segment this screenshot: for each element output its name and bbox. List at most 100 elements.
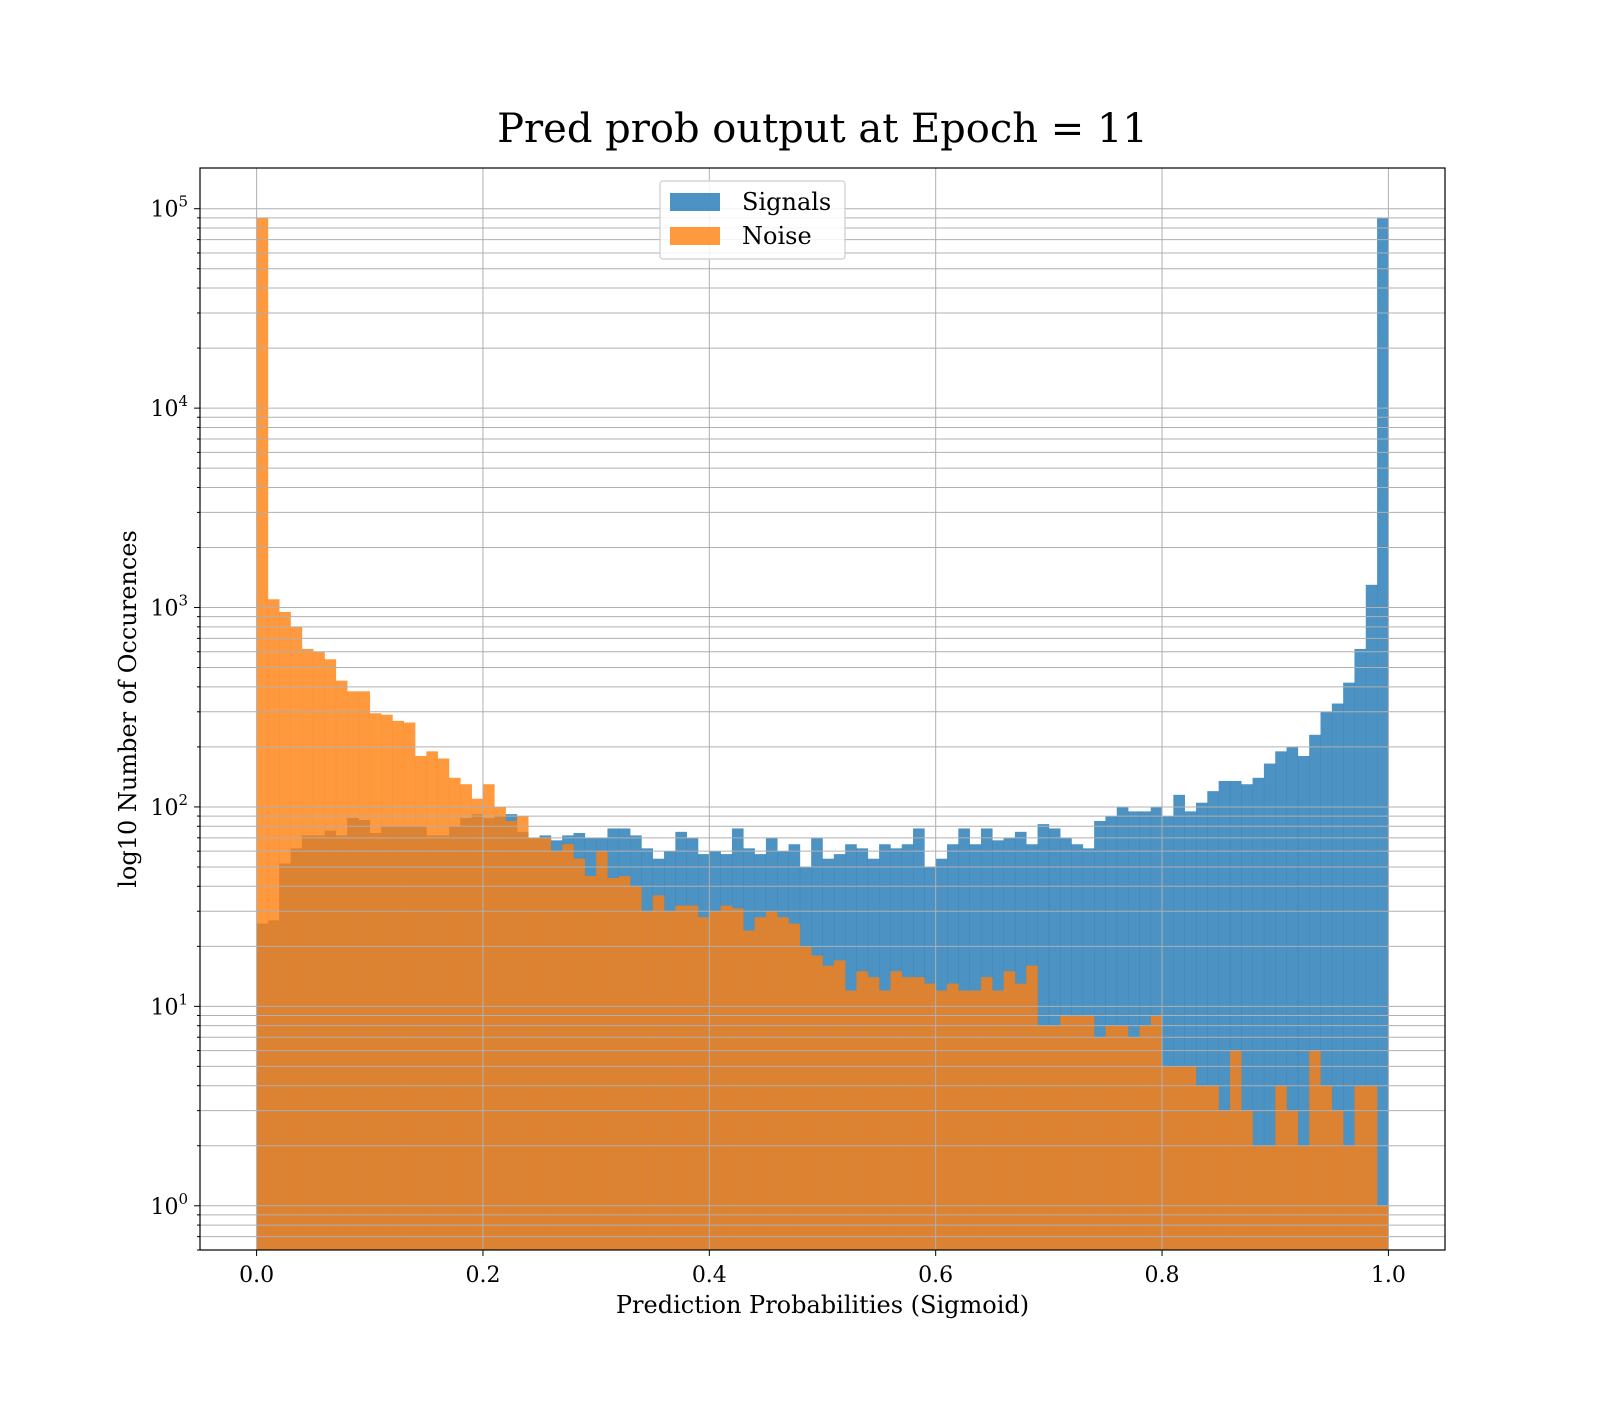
- bar-signals: [1094, 821, 1106, 1250]
- bar-noise: [358, 691, 371, 1250]
- bar-noise: [799, 946, 812, 1250]
- y-tick-label: 102: [150, 791, 188, 821]
- bar-noise: [449, 777, 461, 1250]
- bar-noise: [482, 784, 495, 1250]
- y-tick-label: 105: [150, 193, 188, 223]
- bar-noise: [1037, 1025, 1050, 1250]
- bar-noise: [641, 911, 654, 1250]
- bar-noise: [392, 720, 405, 1250]
- legend: Signals Noise: [659, 180, 846, 260]
- bar-noise: [1071, 1015, 1084, 1250]
- bar-signals: [1128, 811, 1140, 1250]
- bar-noise: [471, 798, 484, 1250]
- bar-noise: [1184, 1066, 1197, 1250]
- bar-signals: [1297, 756, 1310, 1250]
- bar-signals: [1354, 648, 1367, 1250]
- bar-noise: [426, 751, 438, 1250]
- y-tick-label: 103: [150, 592, 188, 622]
- bar-signals: [1252, 777, 1265, 1250]
- bar-signals: [1331, 703, 1344, 1250]
- chart-title: Pred prob output at Epoch = 11: [497, 106, 1148, 152]
- x-tick-label: 0.0: [239, 1263, 274, 1288]
- bar-noise: [562, 844, 574, 1250]
- bar-noise: [415, 756, 427, 1250]
- bar-noise: [607, 878, 620, 1250]
- bar-noise: [1331, 1110, 1344, 1250]
- bar-noise: [754, 917, 767, 1250]
- bar-noise: [1377, 1205, 1389, 1250]
- bar-noise: [1365, 1085, 1378, 1250]
- bar-noise: [1060, 1015, 1072, 1250]
- series-noise-bars: [256, 217, 1389, 1251]
- bar-noise: [720, 905, 733, 1250]
- bar-noise: [1173, 1066, 1185, 1250]
- bar-noise: [460, 784, 472, 1250]
- bar-noise: [1139, 1025, 1152, 1250]
- bar-signals: [1365, 584, 1378, 1250]
- bar-noise: [1105, 1025, 1118, 1250]
- bar-noise: [731, 908, 744, 1250]
- legend-label-noise: Noise: [742, 222, 812, 250]
- bar-noise: [1082, 1015, 1095, 1250]
- bar-noise: [267, 599, 280, 1250]
- bar-noise: [437, 758, 450, 1250]
- bar-noise: [1343, 1145, 1355, 1250]
- bar-noise: [913, 977, 925, 1250]
- bar-signals: [1286, 746, 1299, 1250]
- y-tick-label: 104: [150, 392, 188, 422]
- legend-label-signals: Signals: [742, 188, 831, 216]
- y-axis-title: log10 Number of Occurences: [114, 530, 142, 888]
- bar-noise: [675, 905, 687, 1250]
- bar-noise: [1263, 1145, 1276, 1250]
- bar-noise: [1116, 1025, 1129, 1250]
- legend-swatch-signals: [670, 193, 720, 211]
- bar-noise: [1048, 1025, 1061, 1250]
- bar-noise: [505, 821, 518, 1250]
- bar-noise: [686, 905, 699, 1250]
- bar-noise: [1297, 1145, 1310, 1250]
- bar-noise: [539, 837, 552, 1250]
- bar-noise: [947, 983, 959, 1250]
- bar-signals: [1207, 791, 1219, 1250]
- bar-noise: [528, 837, 540, 1250]
- bar-noise: [698, 917, 710, 1250]
- bar-noise: [1162, 1066, 1174, 1250]
- bar-noise: [313, 651, 325, 1250]
- bar-noise: [992, 990, 1004, 1250]
- bar-noise: [1218, 1110, 1231, 1250]
- legend-swatch-noise: [670, 227, 720, 245]
- bar-noise: [403, 722, 416, 1250]
- bar-signals: [1275, 751, 1287, 1250]
- bar-noise: [777, 917, 789, 1250]
- bar-noise: [969, 990, 982, 1250]
- bar-noise: [924, 983, 936, 1250]
- x-tick-label: 0.4: [692, 1263, 727, 1288]
- bar-noise: [901, 977, 914, 1250]
- bar-noise: [845, 990, 857, 1250]
- bar-noise: [335, 680, 348, 1250]
- bars-layer: [256, 217, 1389, 1251]
- bar-noise: [811, 955, 823, 1250]
- bar-noise: [788, 923, 801, 1250]
- bar-noise: [958, 990, 970, 1250]
- bar-noise: [822, 965, 835, 1250]
- bar-noise: [1014, 983, 1027, 1250]
- bar-noise: [573, 858, 586, 1250]
- bar-signals: [1377, 217, 1389, 1251]
- bar-noise: [347, 691, 359, 1250]
- bar-noise: [765, 911, 778, 1250]
- bar-signals: [1173, 794, 1185, 1250]
- bar-noise: [290, 626, 303, 1250]
- plot-frame: [199, 167, 1446, 1251]
- bar-noise: [324, 659, 337, 1250]
- bar-noise: [743, 930, 755, 1250]
- bar-noise: [1320, 1085, 1333, 1250]
- bar-signals: [1184, 811, 1197, 1250]
- ticks-layer: 0.0 0.2 0.4 0.6 0.8 1.0 100 101 102 103 104 105: [150, 193, 1405, 1288]
- bar-signals: [1343, 682, 1355, 1250]
- bar-noise: [1354, 1085, 1367, 1250]
- bar-noise: [1196, 1085, 1208, 1250]
- bar-noise: [1241, 1110, 1253, 1250]
